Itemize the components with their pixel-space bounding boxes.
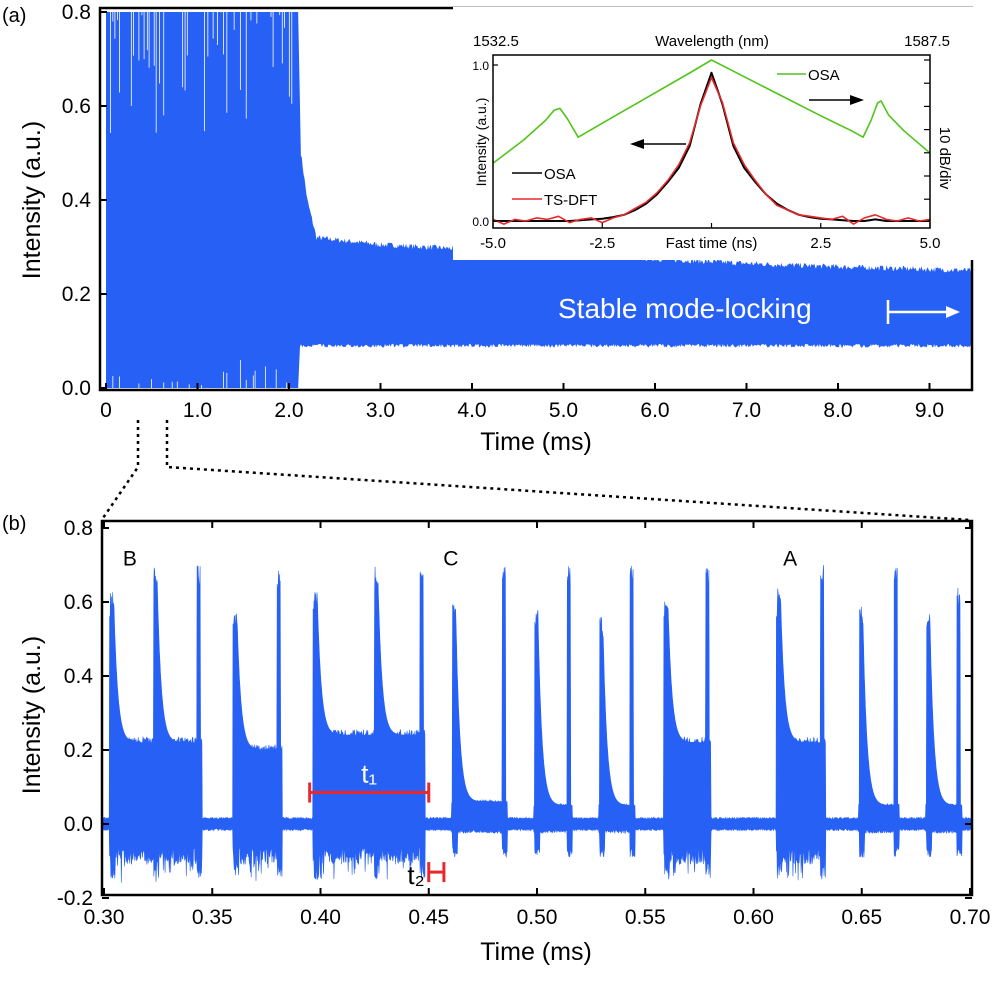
x-tick-label: -2.5	[589, 235, 615, 252]
zoom-connector-left	[101, 420, 140, 519]
y-tick-label: 0.2	[62, 283, 91, 306]
legend-label-tsdft: TS-DFT	[544, 192, 597, 209]
y-tick-label: 0.8	[62, 1, 91, 24]
x-tick-label: 7.0	[732, 399, 761, 422]
x-tick-label: 0.30	[84, 906, 125, 929]
y-axis-title: Intensity (a.u.)	[18, 121, 46, 279]
x-tick-label: 0	[100, 399, 112, 422]
legend-label-osa: OSA	[544, 166, 576, 183]
x-tick-label: 0.60	[733, 906, 774, 929]
top-x-tick-label: 1532.5	[473, 33, 519, 50]
panel-label: (b)	[2, 513, 26, 535]
y-tick-label: 0.0	[472, 215, 489, 229]
x-tick-label: 8.0	[823, 399, 852, 422]
marker-label-t2: t₂	[407, 860, 424, 890]
x-tick-label: 9.0	[915, 399, 944, 422]
y-tick-label: 0.0	[62, 377, 91, 400]
x-tick-label: 6.0	[640, 399, 669, 422]
top-x-axis-title: Wavelength (nm)	[655, 33, 769, 50]
x-tick-label: 0.40	[300, 906, 341, 929]
legend-label-osa-spectrum: OSA	[808, 67, 840, 84]
x-tick-label: 5.0	[549, 399, 578, 422]
state-label-b: B	[123, 548, 137, 571]
signal-envelope	[102, 564, 972, 883]
x-tick-label: 2.5	[810, 235, 831, 252]
x-tick-label: 2.0	[274, 399, 303, 422]
x-tick-label: 0.35	[192, 906, 233, 929]
signal-envelope	[106, 12, 972, 388]
y-tick-label: 0.6	[64, 591, 93, 614]
top-x-tick-label: 1587.5	[904, 33, 950, 50]
x-tick-label: 0.50	[517, 906, 558, 929]
zoom-connector-right	[165, 420, 971, 522]
y-axis-title: Intensity (a.u.)	[18, 636, 46, 794]
y-tick-label: 0.8	[64, 517, 93, 540]
series-ts-dft-left	[493, 76, 930, 225]
y-tick-label: 0.0	[64, 813, 93, 836]
state-label-a: A	[783, 548, 797, 571]
arrow-right-icon	[850, 95, 864, 105]
arrow-left-icon	[630, 139, 644, 149]
state-label-c: C	[443, 548, 458, 571]
x-tick-label: 4.0	[457, 399, 486, 422]
panel-a: 0 1.0 2.0 3.0 4.0 5.0 6.0 7.0 8.0 9.0 0.0 0.2 0.4 0.6…	[2, 1, 974, 456]
panel-b: 0.30 0.35 0.40 0.45 0.50 0.55 0.60 0.65 0.70 -0.2…	[2, 513, 990, 966]
x-tick-label: 3.0	[366, 399, 395, 422]
x-axis-title: Time (ms)	[480, 428, 592, 456]
y-tick-label: 0.6	[62, 95, 91, 118]
y-tick-label: -0.2	[57, 887, 93, 910]
y-tick-label: 0.2	[64, 739, 93, 762]
y-tick-label: 1.0	[472, 59, 489, 73]
x-tick-label: 1.0	[183, 399, 212, 422]
y-tick-label: 0.4	[64, 665, 94, 688]
x-tick-label: 0.45	[408, 906, 449, 929]
x-tick-label: 5.0	[920, 235, 941, 252]
y-axis-title: Intensity (a.u.)	[473, 98, 489, 187]
y-tick-label: 0.4	[62, 189, 92, 212]
inset-curves	[493, 59, 930, 225]
x-tick-label: -5.0	[480, 235, 506, 252]
x-axis-title: Fast time (ns)	[666, 235, 758, 252]
panel-label: (a)	[2, 5, 26, 27]
signal-trace	[106, 8, 972, 390]
zoom-connector-lines	[101, 420, 971, 522]
x-axis-title: Time (ms)	[480, 938, 592, 966]
x-tick-label: 0.70	[950, 906, 991, 929]
annotation-stable-mode-locking: Stable mode-locking	[558, 293, 812, 324]
arrow-right-icon	[946, 306, 960, 318]
x-tick-label: 0.65	[841, 906, 882, 929]
panel-a-inset: -5.0 -2.5 Fast time (ns) 2.5 5.0 0.0 1.0 Intens…	[453, 7, 980, 260]
marker-label-t1: t₁	[361, 759, 377, 789]
x-tick-label: 0.55	[625, 906, 666, 929]
right-y-axis-title: 10 dB/div	[936, 127, 953, 190]
signal-trace	[102, 564, 972, 883]
series-osa-right	[493, 59, 930, 164]
